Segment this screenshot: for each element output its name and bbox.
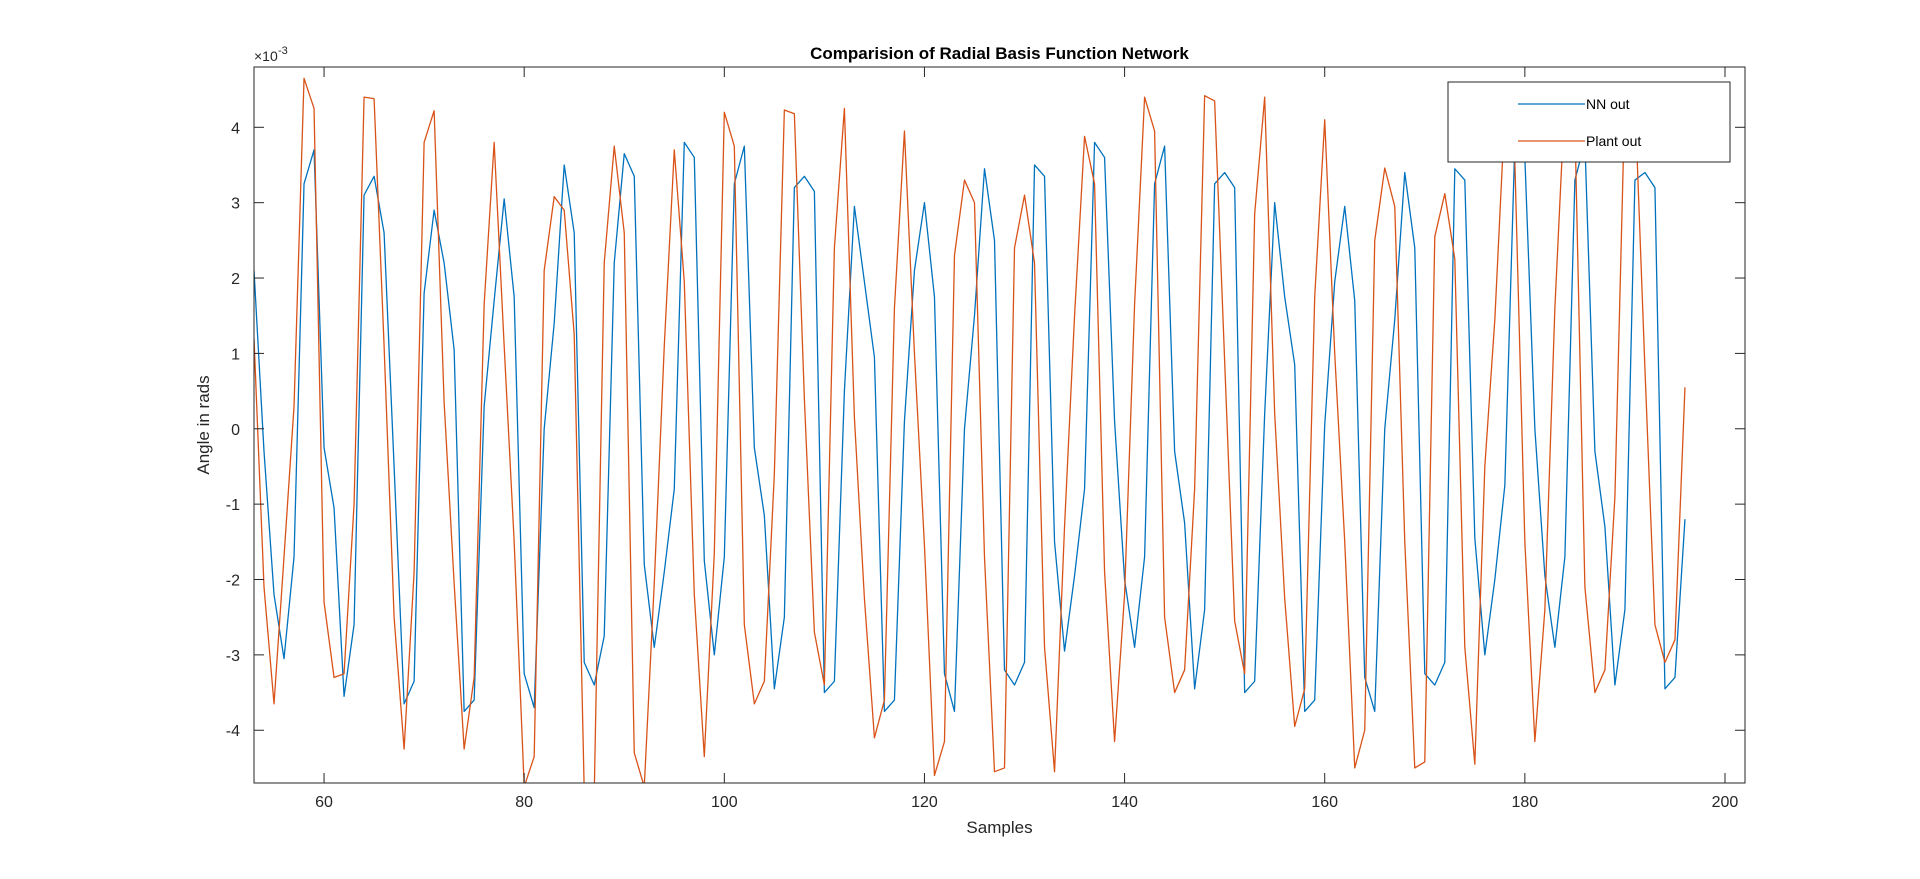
axes-background (254, 67, 1745, 783)
x-tick-label: 100 (711, 794, 738, 811)
y-axis-label: Angle in rads (194, 375, 213, 474)
y-exponent-power: -3 (278, 45, 288, 57)
series-line-nn-out (254, 141, 1686, 713)
axes-box (253, 66, 1746, 784)
y-tick-label: 0 (231, 422, 240, 439)
y-tick-label: -4 (226, 723, 240, 740)
x-axis-ticks: 60 80 100 120 140 160 180 200 (315, 67, 1738, 811)
y-tick-label: 1 (231, 346, 240, 363)
y-tick-label: -3 (226, 648, 240, 665)
x-tick-label: 140 (1111, 794, 1138, 811)
y-exponent-base: ×10 (254, 48, 278, 64)
y-tick-label: 2 (231, 271, 240, 288)
x-tick-label: 120 (911, 794, 938, 811)
chart-title: Comparision of Radial Basis Function Net… (810, 44, 1189, 63)
legend-label: NN out (1586, 96, 1630, 112)
y-tick-label: -1 (226, 497, 240, 514)
x-tick-label: 80 (515, 794, 533, 811)
legend-label: Plant out (1586, 133, 1641, 149)
y-axis-exponent: ×10 -3 (254, 45, 288, 64)
series-layer (254, 77, 1686, 783)
y-axis-ticks: -4 -3 -2 -1 0 1 2 3 4 (226, 120, 1745, 740)
x-tick-label: 180 (1512, 794, 1539, 811)
legend: NN out Plant out (1447, 81, 1731, 163)
x-axis-label: Samples (966, 818, 1032, 837)
plot-area: 60 80 100 120 140 160 180 200 -4 -3 -2 -1 0 1 2 3 4 (226, 66, 1746, 811)
y-tick-label: 4 (231, 120, 240, 137)
legend-items: NN out Plant out (1518, 96, 1641, 149)
legend-box (1447, 81, 1731, 163)
series-line-plant-out (254, 77, 1686, 783)
y-tick-label: 3 (231, 196, 240, 213)
x-tick-label: 200 (1712, 794, 1739, 811)
y-tick-label: -2 (226, 573, 240, 590)
x-tick-label: 160 (1311, 794, 1338, 811)
x-tick-label: 60 (315, 794, 333, 811)
